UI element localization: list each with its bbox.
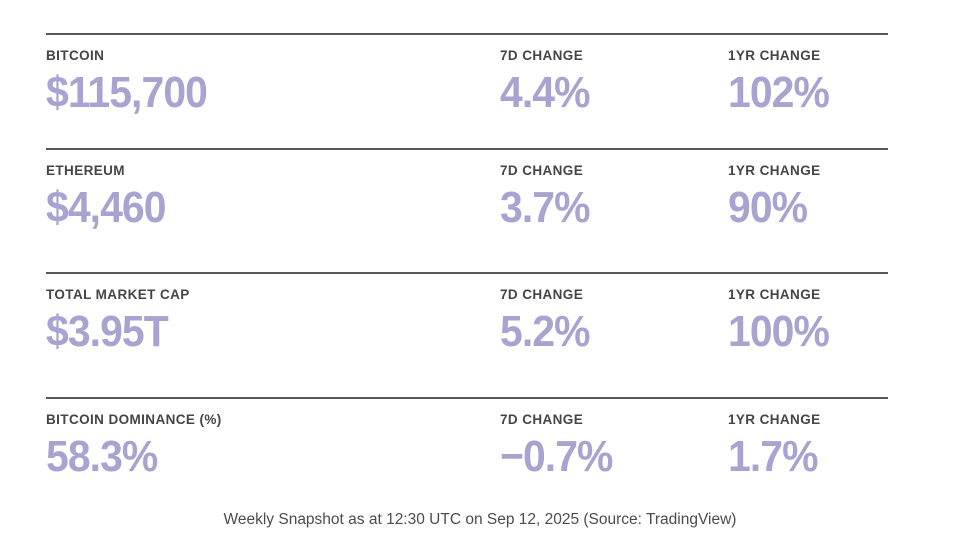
change-1yr-cell: 1YR CHANGE 102% — [728, 48, 888, 148]
change-7d-value: 5.2% — [500, 307, 590, 356]
change-7d-header: 7D CHANGE — [500, 163, 584, 178]
table-row-bitcoin: BITCOIN $115,700 7D CHANGE 4.4% 1YR CHAN… — [46, 33, 888, 148]
table-row-bitcoin-dominance: BITCOIN DOMINANCE (%) 58.3% 7D CHANGE −0… — [46, 397, 888, 499]
metric-cell: TOTAL MARKET CAP $3.95T — [46, 287, 500, 397]
change-1yr-value: 102% — [728, 68, 830, 117]
change-1yr-header: 1YR CHANGE — [728, 412, 821, 427]
metric-label: BITCOIN DOMINANCE (%) — [46, 412, 222, 427]
change-7d-cell: 7D CHANGE 5.2% — [500, 287, 728, 397]
metric-cell: BITCOIN $115,700 — [46, 48, 500, 148]
change-1yr-header: 1YR CHANGE — [728, 287, 821, 302]
metric-value: $3.95T — [46, 307, 169, 356]
metric-value: $4,460 — [46, 183, 167, 232]
snapshot-caption: Weekly Snapshot as at 12:30 UTC on Sep 1… — [223, 511, 737, 528]
change-1yr-value: 1.7% — [728, 432, 818, 481]
metric-cell: ETHEREUM $4,460 — [46, 163, 500, 272]
change-7d-value: 3.7% — [500, 183, 590, 232]
change-7d-header: 7D CHANGE — [500, 412, 584, 427]
change-1yr-value: 90% — [728, 183, 808, 232]
change-1yr-cell: 1YR CHANGE 90% — [728, 163, 888, 272]
metrics-table: BITCOIN $115,700 7D CHANGE 4.4% 1YR CHAN… — [46, 33, 888, 499]
change-7d-cell: 7D CHANGE −0.7% — [500, 412, 728, 499]
change-1yr-cell: 1YR CHANGE 1.7% — [728, 412, 888, 499]
change-7d-value: 4.4% — [500, 68, 590, 117]
change-7d-cell: 7D CHANGE 4.4% — [500, 48, 728, 148]
table-row-ethereum: ETHEREUM $4,460 7D CHANGE 3.7% 1YR CHANG… — [46, 148, 888, 272]
metric-label: TOTAL MARKET CAP — [46, 287, 190, 302]
change-7d-value: −0.7% — [500, 432, 613, 481]
change-1yr-cell: 1YR CHANGE 100% — [728, 287, 888, 397]
metric-cell: BITCOIN DOMINANCE (%) 58.3% — [46, 412, 500, 499]
metric-value: 58.3% — [46, 432, 158, 481]
table-row-total-market-cap: TOTAL MARKET CAP $3.95T 7D CHANGE 5.2% 1… — [46, 272, 888, 397]
change-7d-cell: 7D CHANGE 3.7% — [500, 163, 728, 272]
change-1yr-header: 1YR CHANGE — [728, 163, 821, 178]
metric-value: $115,700 — [46, 68, 208, 117]
change-7d-header: 7D CHANGE — [500, 48, 584, 63]
metric-label: BITCOIN — [46, 48, 105, 63]
metric-label: ETHEREUM — [46, 163, 125, 178]
change-1yr-value: 100% — [728, 307, 830, 356]
change-1yr-header: 1YR CHANGE — [728, 48, 821, 63]
change-7d-header: 7D CHANGE — [500, 287, 584, 302]
